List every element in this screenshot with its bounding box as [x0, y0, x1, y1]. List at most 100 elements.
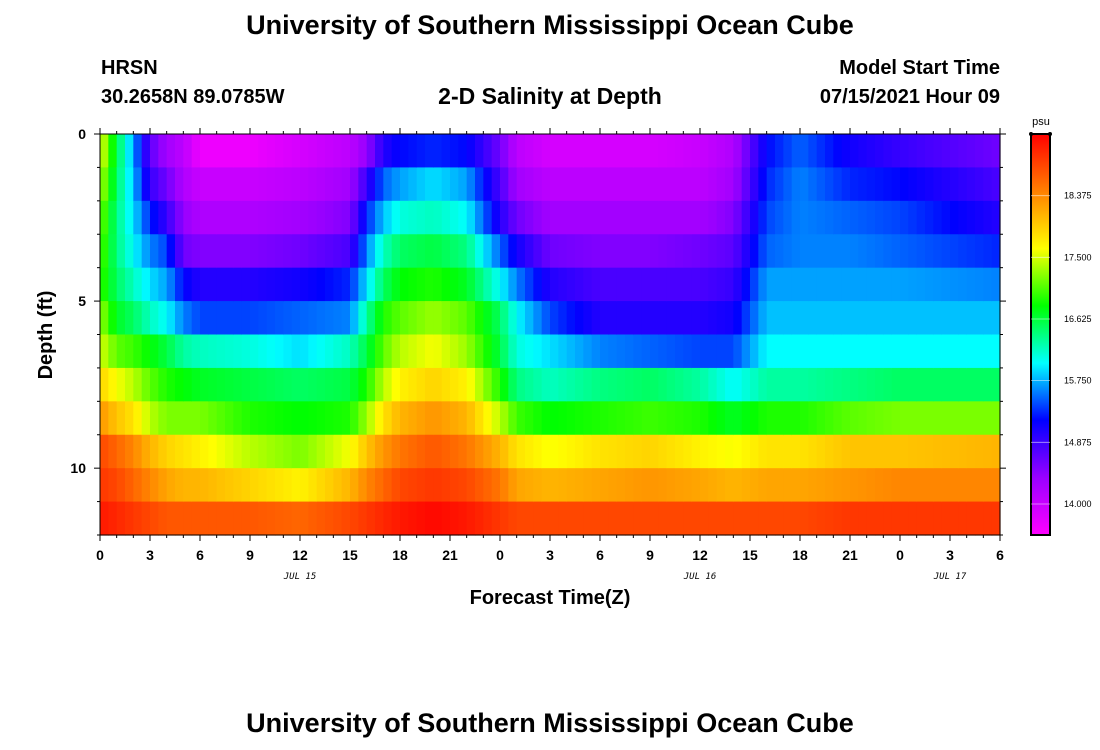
heatmap-cell — [800, 401, 809, 436]
heatmap-cell — [241, 200, 251, 235]
heatmap-cell — [466, 367, 476, 402]
heatmap-cell — [208, 234, 218, 269]
heatmap-cell — [833, 234, 843, 269]
heatmap-cell — [916, 301, 926, 336]
heatmap-cell — [208, 267, 218, 302]
heatmap-cell — [125, 267, 134, 302]
heatmap-cell — [550, 200, 559, 235]
heatmap-cell — [191, 468, 201, 503]
heatmap-cell — [808, 434, 818, 469]
heatmap-cell — [300, 501, 309, 536]
x-tick-label: 12 — [692, 547, 708, 563]
heatmap-cell — [333, 434, 343, 469]
heatmap-cell — [941, 134, 951, 169]
heatmap-cell — [600, 434, 609, 469]
heatmap-cell — [916, 401, 926, 436]
heatmap-cell — [258, 367, 268, 402]
heatmap-cell — [500, 267, 509, 302]
heatmap-cell — [158, 468, 168, 503]
heatmap-cell — [183, 367, 193, 402]
heatmap-cell — [575, 200, 584, 235]
heatmap-cell — [300, 167, 309, 202]
heatmap-cell — [100, 134, 109, 169]
heatmap-cell — [375, 434, 384, 469]
heatmap-cell — [833, 334, 843, 369]
heatmap-cell — [316, 167, 326, 202]
heatmap-cell — [591, 234, 601, 269]
heatmap-cell — [933, 134, 943, 169]
heatmap-cell — [250, 301, 259, 336]
heatmap-cell — [716, 267, 726, 302]
heatmap-cell — [125, 134, 134, 169]
heatmap-cell — [283, 267, 293, 302]
heatmap-cell — [583, 267, 593, 302]
heatmap-cell — [933, 468, 943, 503]
heatmap-cell — [941, 401, 951, 436]
heatmap-cell — [750, 334, 759, 369]
heatmap-cell — [541, 501, 551, 536]
heatmap-cell — [825, 468, 834, 503]
heatmap-cell — [925, 200, 934, 235]
heatmap-cell — [966, 301, 976, 336]
heatmap-cell — [533, 434, 543, 469]
heatmap-cell — [491, 468, 501, 503]
heatmap-cell — [933, 200, 943, 235]
heatmap-cell — [633, 134, 643, 169]
heatmap-cell — [566, 200, 576, 235]
heatmap-cell — [183, 301, 193, 336]
heatmap-cell — [283, 401, 293, 436]
heatmap-cell — [358, 234, 368, 269]
heatmap-cell — [850, 434, 859, 469]
heatmap-cell — [700, 134, 709, 169]
heatmap-cell — [441, 267, 451, 302]
heatmap-cell — [666, 401, 676, 436]
heatmap-cell — [108, 267, 118, 302]
heatmap-cell — [583, 301, 593, 336]
heatmap-cell — [800, 234, 809, 269]
heatmap-cell — [583, 200, 593, 235]
heatmap-cell — [883, 301, 893, 336]
heatmap-cell — [833, 501, 843, 536]
heatmap-cell — [558, 334, 568, 369]
heatmap-cell — [891, 434, 901, 469]
heatmap-cell — [950, 167, 959, 202]
heatmap-cell — [875, 301, 884, 336]
heatmap-cell — [566, 367, 576, 402]
heatmap-cell — [816, 167, 826, 202]
heatmap-cell — [908, 434, 918, 469]
heatmap-cell — [175, 200, 184, 235]
heatmap-cell — [425, 267, 434, 302]
heatmap-cell — [550, 167, 559, 202]
heatmap-cell — [708, 501, 718, 536]
heatmap-cell — [808, 334, 818, 369]
heatmap-cell — [300, 267, 309, 302]
heatmap-cell — [275, 234, 284, 269]
heatmap-cell — [525, 501, 534, 536]
heatmap-cell — [466, 301, 476, 336]
heatmap-cell — [150, 334, 159, 369]
heatmap-cell — [941, 501, 951, 536]
heatmap-cell — [883, 434, 893, 469]
heatmap-cell — [683, 501, 693, 536]
heatmap-cell — [675, 234, 684, 269]
heatmap-cell — [333, 134, 343, 169]
heatmap-cell — [375, 200, 384, 235]
heatmap-cell — [558, 134, 568, 169]
heatmap-cell — [708, 468, 718, 503]
x-tick-label: 9 — [246, 547, 254, 563]
heatmap-cell — [608, 468, 618, 503]
date-label: JUL 16 — [683, 572, 717, 582]
heatmap-cell — [208, 301, 218, 336]
heatmap-cell — [741, 334, 751, 369]
heatmap-cell — [525, 401, 534, 436]
heatmap-cell — [191, 301, 201, 336]
heatmap-cell — [725, 501, 734, 536]
heatmap-cell — [775, 200, 784, 235]
heatmap-cell — [683, 334, 693, 369]
heatmap-cell — [150, 167, 159, 202]
heatmap-cell — [208, 401, 218, 436]
heatmap-cell — [841, 434, 851, 469]
heatmap-cell — [416, 434, 426, 469]
heatmap-cell — [500, 234, 509, 269]
heatmap-cell — [458, 301, 468, 336]
